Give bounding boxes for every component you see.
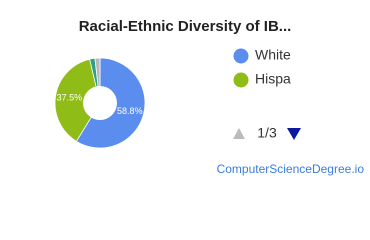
slice bbox=[54, 58, 101, 142]
donut: 58.8% 37.5% bbox=[54, 57, 146, 149]
source-link[interactable]: ComputerScienceDegree.io bbox=[217, 162, 365, 176]
data-label: 37.5% bbox=[57, 92, 83, 102]
legend-label: White bbox=[255, 47, 291, 63]
chart: Racial-Ethnic Diversity of IB... 58.8% 37… bbox=[54, 18, 365, 176]
pager: 1/3 bbox=[233, 125, 301, 141]
next-button[interactable] bbox=[287, 128, 301, 140]
page-indicator: 1/3 bbox=[257, 125, 277, 141]
data-label: 58.8% bbox=[117, 106, 143, 116]
legend-swatch bbox=[233, 72, 249, 88]
chart-title: Racial-Ethnic Diversity of IB... bbox=[79, 18, 292, 35]
legend-swatch bbox=[233, 48, 249, 64]
donut-hole bbox=[83, 86, 117, 120]
prev-button[interactable] bbox=[233, 128, 245, 139]
legend-label: Hispa bbox=[255, 71, 291, 87]
legend: White Hispa bbox=[233, 47, 291, 88]
